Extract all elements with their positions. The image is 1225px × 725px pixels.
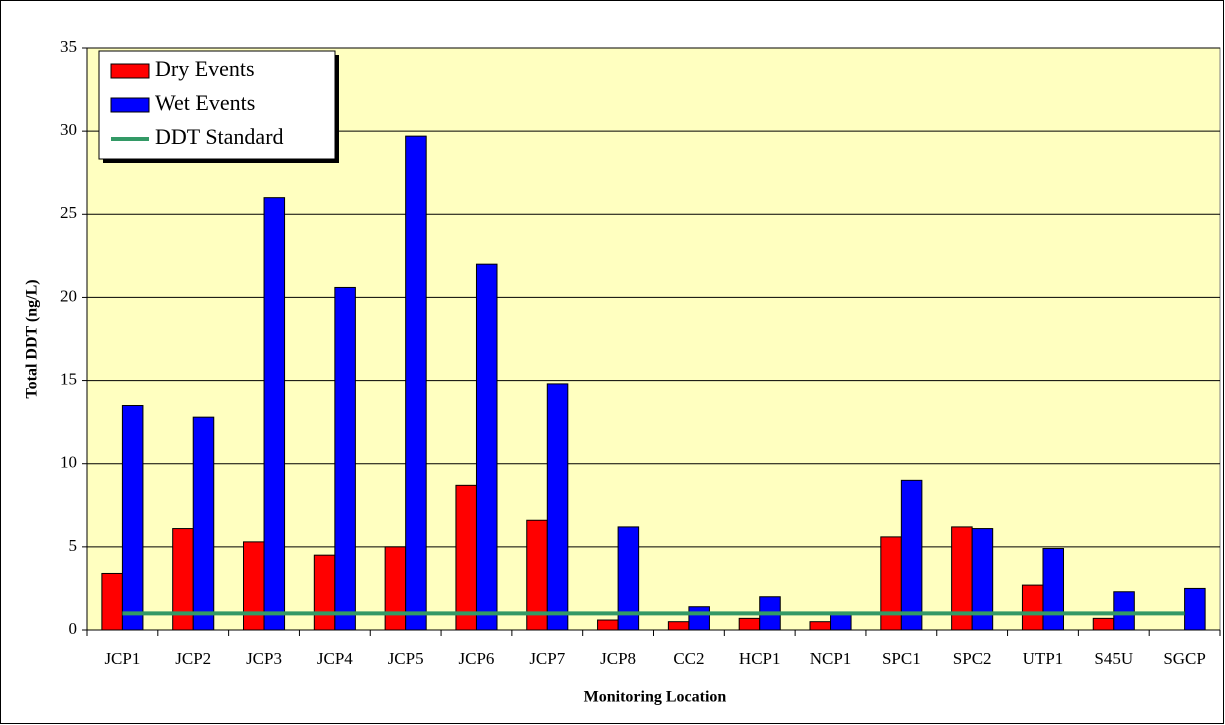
x-tick-label: JCP7	[529, 649, 565, 668]
x-tick-label: HCP1	[739, 649, 781, 668]
legend-label: Dry Events	[155, 56, 255, 81]
bar	[1021, 584, 1044, 631]
bar	[192, 416, 215, 631]
y-tick-label: 5	[69, 536, 78, 555]
bar	[900, 479, 923, 631]
x-tick-label: JCP2	[175, 649, 211, 668]
x-tick-label: JCP1	[104, 649, 140, 668]
y-tick-label: 35	[60, 37, 77, 56]
bar	[1092, 617, 1115, 631]
x-tick-label: JCP3	[246, 649, 282, 668]
bar	[809, 621, 832, 631]
legend-swatch	[110, 97, 150, 113]
bar	[121, 405, 144, 631]
y-tick-label: 15	[60, 369, 77, 388]
x-tick-label: SPC2	[953, 649, 992, 668]
x-tick-label: JCP8	[600, 649, 636, 668]
x-tick-label: JCP6	[459, 649, 495, 668]
bar	[384, 546, 407, 631]
bar	[475, 263, 498, 631]
bar	[1184, 587, 1206, 631]
bar	[667, 621, 690, 631]
bar	[546, 383, 569, 631]
bar	[263, 197, 286, 631]
x-tick-label: SGCP	[1163, 649, 1206, 668]
x-axis-title: Monitoring Location	[584, 689, 727, 706]
bar	[334, 286, 356, 631]
bar	[313, 554, 336, 631]
bar	[971, 528, 994, 631]
bar	[597, 619, 619, 631]
x-tick-label: JCP4	[317, 649, 353, 668]
y-tick-label: 25	[60, 203, 77, 222]
legend-swatch	[110, 63, 150, 79]
bar	[101, 572, 123, 631]
x-tick-label: JCP5	[388, 649, 424, 668]
bar	[1042, 548, 1065, 631]
legend-label: DDT Standard	[155, 124, 284, 149]
x-tick-label: NCP1	[810, 649, 852, 668]
x-tick-label: S45U	[1094, 649, 1133, 668]
legend-label: Wet Events	[155, 90, 255, 115]
y-tick-label: 0	[69, 619, 78, 638]
bar	[738, 617, 761, 631]
y-tick-label: 10	[60, 453, 77, 472]
bar	[617, 526, 640, 631]
x-tick-label: UTP1	[1023, 649, 1064, 668]
bar	[688, 606, 710, 631]
y-axis-title: Total DDT (ng/L)	[24, 279, 41, 398]
bar	[880, 536, 902, 631]
bar	[830, 612, 852, 631]
bar	[1113, 591, 1135, 631]
y-tick-label: 30	[60, 120, 77, 139]
x-tick-label: CC2	[673, 649, 704, 668]
bar	[242, 541, 265, 631]
bar	[405, 135, 427, 631]
x-tick-label: SPC1	[882, 649, 921, 668]
y-tick-label: 20	[60, 286, 77, 305]
bar	[455, 484, 477, 631]
